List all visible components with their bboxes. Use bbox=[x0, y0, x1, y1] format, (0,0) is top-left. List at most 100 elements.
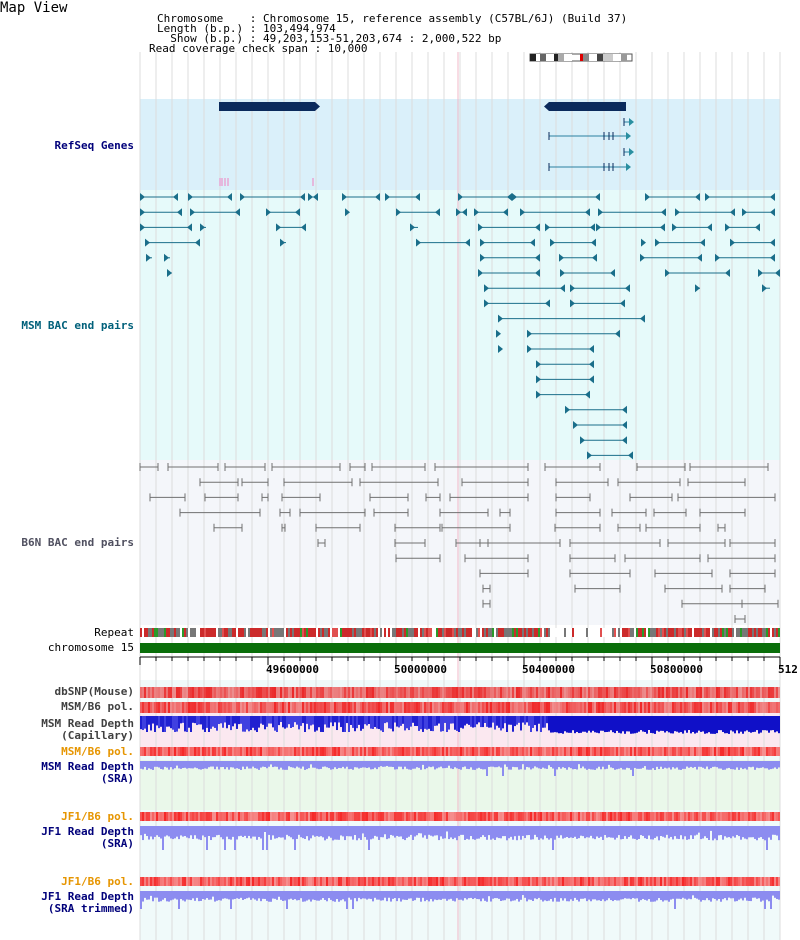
msm-b6-pol-heat-cell bbox=[666, 702, 668, 713]
dbsnp-heat-cell bbox=[680, 687, 682, 698]
jf1-b6-pol-heat-cell bbox=[610, 877, 612, 886]
repeat-element bbox=[384, 628, 386, 637]
msm-b6-pol-heat-cell bbox=[732, 702, 734, 713]
dbsnp-heat-cell bbox=[490, 687, 492, 698]
jf1-sra-depth-bar bbox=[148, 826, 150, 840]
jf1-sra-depth-bar bbox=[400, 826, 402, 837]
msm-b6-pol-heat-cell bbox=[500, 747, 502, 756]
msm-sra-depth-bar bbox=[458, 761, 460, 770]
msm-bac-end bbox=[535, 223, 540, 232]
jf1-b6-pol-heat-cell bbox=[668, 877, 670, 886]
jf1-b6-pol-heat-cell bbox=[678, 812, 680, 821]
jf1-trimmed-depth-bar bbox=[468, 891, 470, 899]
msm-capillary-depth-bar bbox=[200, 716, 202, 725]
repeat-element bbox=[432, 628, 434, 637]
msm-b6-pol-heat-cell bbox=[476, 747, 478, 756]
jf1-trimmed-depth-bar bbox=[216, 891, 218, 901]
track-label-msm-b6-pol-2[interactable]: MSM/B6 pol. bbox=[61, 745, 134, 758]
jf1-b6-pol-heat-cell bbox=[398, 877, 400, 886]
msm-sra-depth-bar bbox=[632, 761, 634, 776]
msm-sra-depth-bar bbox=[520, 761, 522, 770]
msm-sra-depth-bar bbox=[756, 761, 758, 768]
track-label-msm-b6-pol-1[interactable]: MSM/B6 pol. bbox=[61, 700, 134, 713]
repeat-element bbox=[376, 628, 378, 637]
msm-bac-end bbox=[173, 193, 178, 201]
ideogram-band bbox=[536, 54, 540, 61]
jf1-b6-pol-heat-cell bbox=[242, 877, 244, 886]
jf1-b6-pol-heat-cell bbox=[320, 877, 322, 886]
msm-b6-pol-heat-cell bbox=[330, 702, 332, 713]
jf1-b6-pol-heat-cell bbox=[692, 877, 694, 886]
msm-capillary-depth-bar bbox=[182, 716, 184, 723]
jf1-b6-pol-heat-cell bbox=[586, 812, 588, 821]
track-label-jf1-read-depth-trimmed[interactable]: JF1 Read Depth (SRA trimmed) bbox=[41, 890, 134, 915]
track-label-jf1-b6-pol-2[interactable]: JF1/B6 pol. bbox=[61, 875, 134, 888]
track-label-jf1-read-depth-sra[interactable]: JF1 Read Depth (SRA) bbox=[41, 825, 134, 850]
jf1-b6-pol-heat-cell bbox=[362, 812, 364, 821]
ideogram-band bbox=[621, 54, 627, 61]
dbsnp-heat-cell bbox=[508, 687, 510, 698]
jf1-b6-pol-heat-cell bbox=[660, 877, 662, 886]
repeat-element bbox=[298, 628, 300, 637]
track-label-refseq[interactable]: RefSeq Genes bbox=[54, 139, 134, 152]
msm-sra-depth-bar bbox=[472, 761, 474, 770]
jf1-b6-pol-heat-cell bbox=[548, 877, 550, 886]
msm-b6-pol-heat-cell bbox=[310, 702, 312, 713]
jf1-b6-pol-heat-cell bbox=[514, 812, 516, 821]
jf1-b6-pol-heat-cell bbox=[280, 877, 282, 886]
jf1-trimmed-depth-bar bbox=[648, 891, 650, 900]
msm-sra-depth-bar bbox=[754, 761, 756, 770]
jf1-sra-depth-bar bbox=[230, 826, 232, 840]
repeat-element bbox=[256, 628, 258, 637]
msm-capillary-depth-bar bbox=[466, 716, 468, 724]
msm-b6-pol-heat-cell bbox=[524, 747, 526, 756]
msm-bac-end bbox=[585, 208, 590, 217]
jf1-b6-pol-heat-cell bbox=[446, 877, 448, 886]
msm-sra-depth-bar bbox=[636, 761, 638, 769]
jf1-trimmed-depth-bar bbox=[712, 891, 714, 899]
msm-b6-pol-heat-cell bbox=[384, 747, 386, 756]
dbsnp-heat-cell bbox=[624, 687, 626, 698]
jf1-b6-pol-heat-cell bbox=[486, 877, 488, 886]
dbsnp-heat-cell bbox=[638, 687, 640, 698]
dbsnp-heat-cell bbox=[506, 687, 508, 698]
jf1-sra-depth-bar bbox=[256, 826, 258, 840]
msm-bac-end bbox=[462, 208, 467, 217]
msm-b6-pol-heat-cell bbox=[576, 702, 578, 713]
msm-bac-end bbox=[410, 223, 415, 232]
jf1-sra-depth-bar bbox=[266, 826, 268, 850]
jf1-b6-pol-heat-cell bbox=[750, 877, 752, 886]
jf1-b6-pol-heat-cell bbox=[722, 877, 724, 886]
track-label-msm-read-depth-capillary[interactable]: MSM Read Depth (Capillary) bbox=[41, 717, 134, 742]
track-label-dbsnp[interactable]: dbSNP(Mouse) bbox=[54, 685, 134, 698]
track-label-msm-read-depth-sra[interactable]: MSM Read Depth (SRA) bbox=[41, 760, 134, 785]
jf1-b6-pol-heat-cell bbox=[244, 812, 246, 821]
jf1-b6-pol-heat-cell bbox=[336, 812, 338, 821]
jf1-trimmed-depth-bar bbox=[616, 891, 618, 901]
dbsnp-heat-cell bbox=[244, 687, 246, 698]
track-label-b6n-bac[interactable]: B6N BAC end pairs bbox=[21, 536, 134, 549]
jf1-b6-pol-heat-cell bbox=[196, 812, 198, 821]
repeat-element bbox=[172, 628, 174, 637]
track-label-msm-bac[interactable]: MSM BAC end pairs bbox=[21, 319, 134, 332]
track-label-jf1-b6-pol-1[interactable]: JF1/B6 pol. bbox=[61, 810, 134, 823]
msm-b6-pol-heat-cell bbox=[478, 747, 480, 756]
dbsnp-heat-cell bbox=[530, 687, 532, 698]
msm-bac-end bbox=[276, 223, 281, 232]
jf1-b6-pol-heat-cell bbox=[656, 877, 658, 886]
msm-bac-end bbox=[560, 269, 565, 277]
msm-sra-depth-bar bbox=[592, 761, 594, 770]
jf1-trimmed-depth-bar bbox=[314, 891, 316, 901]
msm-b6-pol-heat-cell bbox=[430, 702, 432, 713]
jf1-b6-pol-heat-cell bbox=[362, 877, 364, 886]
jf1-b6-pol-heat-cell bbox=[740, 877, 742, 886]
msm-sra-depth-bar bbox=[646, 761, 648, 770]
msm-bac-end bbox=[536, 360, 541, 369]
dbsnp-heat-cell bbox=[532, 687, 534, 698]
msm-sra-depth-bar bbox=[176, 761, 178, 766]
msm-capillary-depth-bar bbox=[776, 716, 778, 732]
jf1-sra-depth-bar bbox=[616, 826, 618, 838]
jf1-b6-pol-heat-cell bbox=[168, 812, 170, 821]
msm-b6-pol-heat-cell bbox=[288, 702, 290, 713]
